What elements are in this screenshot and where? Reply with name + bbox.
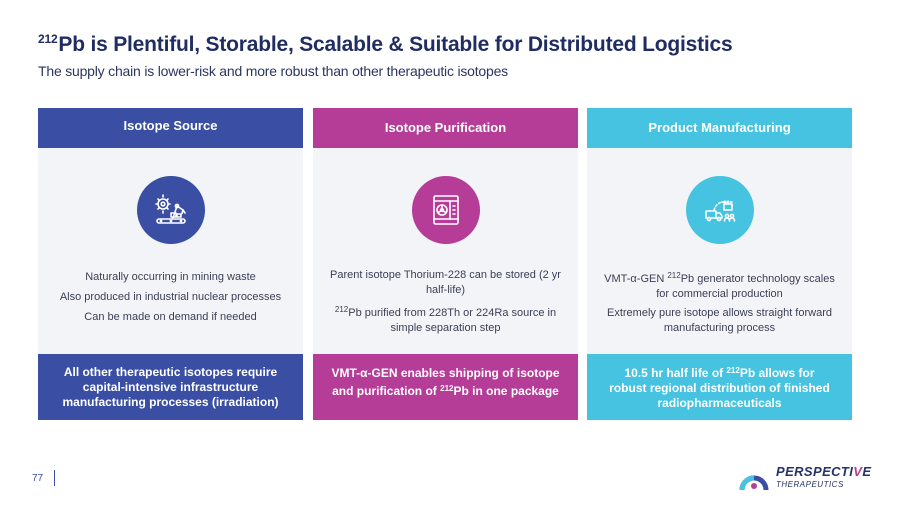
footer-text-b: Pb in one package [453, 384, 559, 398]
isotope-source-column: Isotope Source Naturally occurring in mi… [38, 108, 303, 420]
pb-superscript: 212 [440, 384, 454, 393]
body-line: 212Pb purified from 228Th or 224Ra sourc… [323, 302, 568, 336]
column-heading: Isotope Source [38, 108, 303, 148]
footer-text: VMT-α-GEN enables shipping of isotope an… [331, 366, 560, 399]
footer-text-b: Pb allows for robust regional distributi… [609, 366, 830, 410]
column-heading: Isotope Purification [313, 108, 578, 148]
factory-robot-arm-icon [136, 176, 205, 244]
column-body: VMT-α-GEN 212Pb generator technology sca… [597, 268, 842, 340]
body-line-text-a: VMT-α-GEN [604, 273, 668, 285]
page-title: 212Pb is Plentiful, Storable, Scalable &… [38, 32, 733, 57]
column-body: Naturally occurring in mining waste Also… [48, 270, 293, 330]
pb-superscript: 212 [334, 305, 349, 314]
body-line: Can be made on demand if needed [84, 311, 257, 323]
footer-text-a: 10.5 hr half life of [624, 366, 727, 380]
page-subtitle: The supply chain is lower-risk and more … [38, 63, 508, 79]
page-number: 77 [32, 473, 44, 484]
product-manufacturing-column: Product Manufacturing VMT-α-GEN 212Pb ge… [587, 108, 852, 420]
radioactive-container-icon [411, 176, 480, 244]
body-line-text: Pb purified from 228Th or 224Ra source i… [348, 307, 557, 334]
footer-text-a: VMT-α-GEN enables shipping of isotope an… [331, 366, 560, 398]
body-line: Naturally occurring in mining waste [85, 271, 256, 283]
logo-main: PERSPECTI [776, 464, 854, 479]
column-body: Parent isotope Thorium-228 can be stored… [323, 268, 568, 340]
body-line: VMT-α-GEN 212Pb generator technology sca… [597, 268, 842, 302]
body-line-text-b: Pb generator technology scales for comme… [656, 273, 835, 300]
column-footer: 10.5 hr half life of 212Pb allows for ro… [587, 354, 852, 420]
body-line: Also produced in industrial nuclear proc… [59, 291, 282, 303]
logo-wordmark: PERSPECTIVE [776, 464, 871, 479]
delivery-distribution-icon [685, 176, 754, 244]
column-footer: All other therapeutic isotopes require c… [38, 354, 303, 420]
title-text: Pb is Plentiful, Storable, Scalable & Su… [58, 33, 733, 56]
page-number-divider [54, 470, 55, 486]
pb-superscript: 212 [667, 271, 681, 280]
logo-end: E [862, 464, 872, 479]
isotope-purification-column: Isotope Purification Parent isotope Thor… [313, 108, 578, 420]
pb-superscript: 212 [726, 366, 740, 375]
column-heading: Product Manufacturing [587, 108, 852, 148]
footer-text: All other therapeutic isotopes require c… [62, 364, 279, 409]
logo-mark-icon [739, 475, 769, 491]
column-footer: VMT-α-GEN enables shipping of isotope an… [313, 354, 578, 420]
body-line: Parent isotope Thorium-228 can be stored… [330, 269, 561, 296]
company-logo: PERSPECTIVE THERAPEUTICS [738, 464, 871, 492]
footer-text: 10.5 hr half life of 212Pb allows for ro… [605, 363, 834, 411]
title-superscript: 212 [38, 32, 58, 46]
logo-accent: V [853, 464, 863, 479]
body-line: Extremely pure isotope allows straight f… [607, 307, 832, 334]
logo-tagline: THERAPEUTICS [776, 480, 844, 489]
